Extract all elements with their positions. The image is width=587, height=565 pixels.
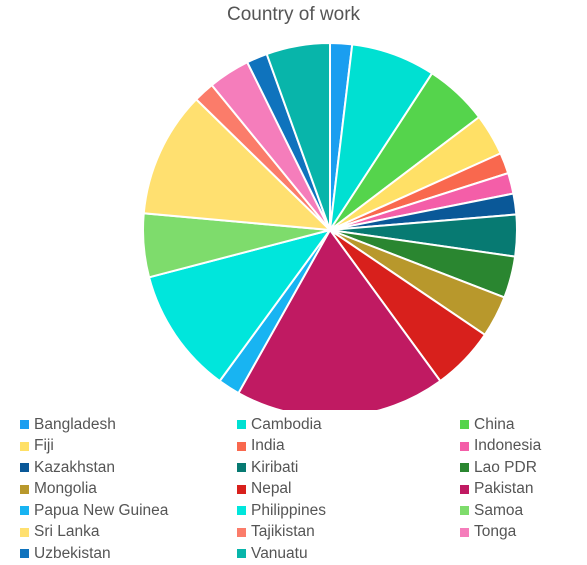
legend-label: Kazakhstan [34, 458, 115, 476]
legend-swatch [460, 527, 469, 537]
legend-label: Sri Lanka [34, 523, 100, 541]
legend-swatch [237, 527, 246, 537]
legend-item: Uzbekistan [20, 543, 237, 565]
legend-label: Vanuatu [251, 544, 308, 562]
pie-slice-vanuatu [265, 41, 331, 231]
legend-item: Papua New Guinea [20, 500, 237, 522]
pie-slice-philippines [147, 228, 333, 383]
legend-swatch [20, 463, 29, 473]
legend-swatch [237, 463, 246, 473]
legend-item: Kiribati [237, 457, 460, 479]
legend-label: Philippines [251, 501, 326, 519]
legend-label: Bangladesh [34, 415, 116, 433]
chart-title: Country of work [226, 4, 361, 25]
legend-label: Lao PDR [474, 458, 537, 476]
legend-item: Mongolia [20, 479, 237, 501]
legend-item: Tajikistan [237, 522, 460, 544]
legend-swatch [460, 484, 469, 494]
legend-item: India [237, 436, 460, 458]
legend-swatch [237, 549, 246, 559]
legend-swatch [20, 441, 29, 451]
legend-item: Philippines [237, 500, 460, 522]
legend-swatch [237, 420, 246, 430]
legend-item: Sri Lanka [20, 522, 237, 544]
pie-chart [142, 41, 518, 418]
legend-label: Indonesia [474, 437, 542, 455]
legend-swatch [20, 527, 29, 537]
legend-label: Pakistan [474, 480, 534, 498]
legend-label: India [251, 437, 285, 455]
legend-item: Cambodia [237, 414, 460, 436]
legend-swatch [20, 549, 29, 559]
chart-legend: Bangladesh Cambodia China Fiji India Indonesi… [20, 414, 580, 565]
legend-label: Kiribati [251, 458, 299, 476]
legend-swatch [20, 484, 29, 494]
legend-item: Fiji [20, 436, 237, 458]
legend-item: Samoa [460, 500, 580, 522]
legend-swatch [460, 441, 469, 451]
legend-item: Lao PDR [460, 457, 580, 479]
legend-label: Papua New Guinea [34, 501, 169, 519]
legend-label: Samoa [474, 501, 524, 519]
legend-item: Tonga [460, 522, 580, 544]
legend-item: Nepal [237, 479, 460, 501]
legend-item: China [460, 414, 580, 436]
legend-label: Tajikistan [251, 523, 315, 541]
legend-swatch [460, 463, 469, 473]
legend-label: Mongolia [34, 480, 97, 498]
legend-swatch [237, 484, 246, 494]
legend-label: China [474, 415, 515, 433]
legend-item: Kazakhstan [20, 457, 237, 479]
pie-svg [142, 41, 518, 418]
legend-swatch [237, 506, 246, 516]
legend-label: Nepal [251, 480, 292, 498]
legend-item: Bangladesh [20, 414, 237, 436]
legend-label: Fiji [34, 437, 54, 455]
legend-label: Tonga [474, 523, 517, 541]
legend-item: Pakistan [460, 479, 580, 501]
legend-swatch [20, 506, 29, 516]
legend-swatch [460, 420, 469, 430]
legend-label: Cambodia [251, 415, 322, 433]
pie-slice-sri-lanka [142, 97, 333, 232]
legend-swatch [20, 420, 29, 430]
legend-item: Indonesia [460, 436, 580, 458]
legend-label: Uzbekistan [34, 544, 111, 562]
legend-item: Vanuatu [237, 543, 460, 565]
legend-swatch [237, 441, 246, 451]
legend-swatch [460, 506, 469, 516]
